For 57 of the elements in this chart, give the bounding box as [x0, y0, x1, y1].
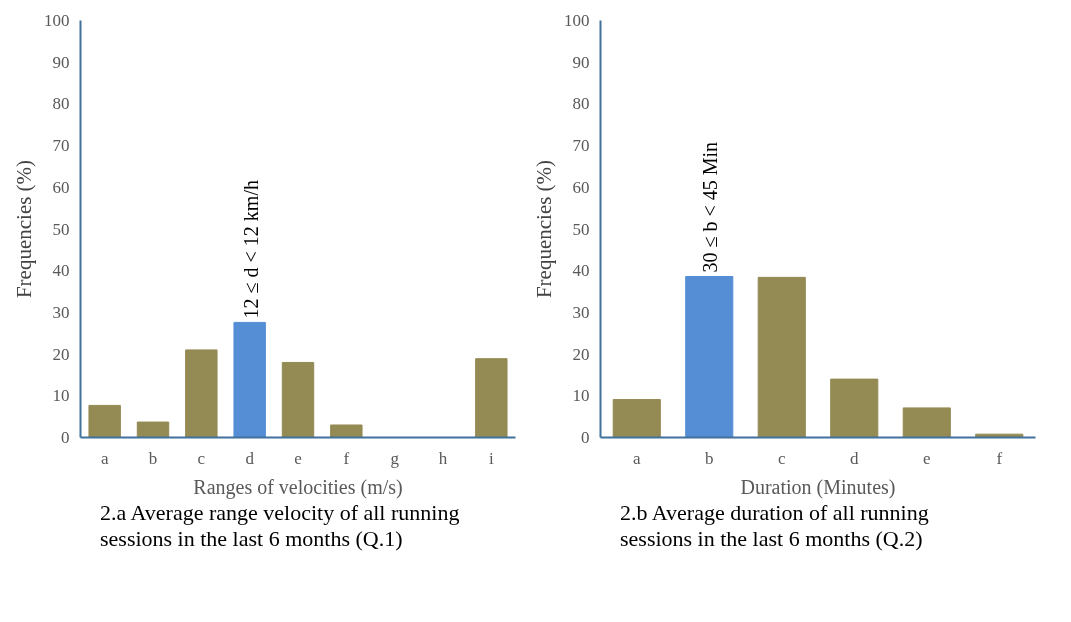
- y-tick-label: 40: [572, 261, 590, 281]
- bar: [330, 424, 363, 438]
- bar: [185, 349, 218, 438]
- x-tick-label: c: [777, 448, 786, 468]
- y-tick-label: 80: [572, 94, 590, 114]
- y-tick-label: 0: [581, 428, 590, 447]
- x-tick-label: f: [996, 448, 1003, 468]
- bar: [902, 407, 951, 438]
- bar: [281, 361, 315, 438]
- text: 2.b Average duration of all running sessions in the last 6 months (Q.2): [620, 500, 930, 553]
- x-tick-label: b: [705, 448, 714, 468]
- y-tick-label: 40: [52, 261, 70, 281]
- y-tick-label: 50: [52, 219, 70, 239]
- x-tick-label: h: [438, 448, 448, 468]
- x-axis-title: Duration (Minutes): [740, 475, 896, 499]
- x-axis-title: Ranges of velocities (m/s): [193, 475, 403, 499]
- x-tick-label: a: [632, 448, 641, 468]
- annotation: 30 ≤ b < 45 Min: [699, 141, 722, 273]
- x-tick-label: b: [148, 448, 158, 468]
- bar: [685, 276, 734, 438]
- bar: [757, 276, 806, 438]
- y-tick-label: 20: [572, 344, 590, 364]
- y-tick-label: 90: [52, 52, 70, 72]
- x-tick-label: d: [245, 448, 255, 468]
- x-tick-label: d: [850, 448, 859, 468]
- bar: [612, 399, 661, 438]
- y-tick-label: 30: [52, 302, 70, 322]
- y-tick-label: 90: [572, 52, 590, 72]
- x-tick-label: c: [197, 448, 206, 468]
- y-tick-label: 100: [44, 11, 70, 30]
- y-tick-label: 20: [52, 344, 70, 364]
- bar: [475, 358, 508, 438]
- x-tick-label: i: [488, 448, 494, 468]
- bar: [88, 404, 121, 438]
- y-tick-label: 100: [564, 11, 590, 30]
- annotation: 12 ≤ d < 12 km/h: [239, 180, 262, 319]
- y-tick-label: 10: [572, 386, 590, 406]
- x-tick-label: e: [294, 448, 302, 468]
- x-tick-label: f: [343, 448, 350, 468]
- x-tick-label: g: [390, 448, 400, 468]
- bar: [233, 321, 266, 438]
- y-tick-label: 70: [52, 136, 70, 156]
- y-tick-label: 10: [52, 386, 70, 406]
- y-tick-label: 70: [572, 136, 590, 156]
- text: 2.a Average range velocity of all running sessions in the last 6 months (Q.1): [100, 500, 461, 553]
- y-axis-title: Frequencies (%): [12, 159, 36, 299]
- bar: [830, 378, 879, 438]
- y-tick-label: 50: [572, 219, 590, 239]
- y-tick-label: 0: [61, 428, 70, 447]
- y-tick-label: 30: [572, 302, 590, 322]
- y-axis-title: Frequencies (%): [532, 159, 556, 299]
- bar: [136, 421, 170, 438]
- y-tick-label: 60: [572, 177, 590, 197]
- y-tick-label: 80: [52, 94, 70, 114]
- x-tick-label: a: [100, 448, 109, 468]
- y-tick-label: 60: [52, 177, 70, 197]
- x-tick-label: e: [922, 448, 931, 468]
